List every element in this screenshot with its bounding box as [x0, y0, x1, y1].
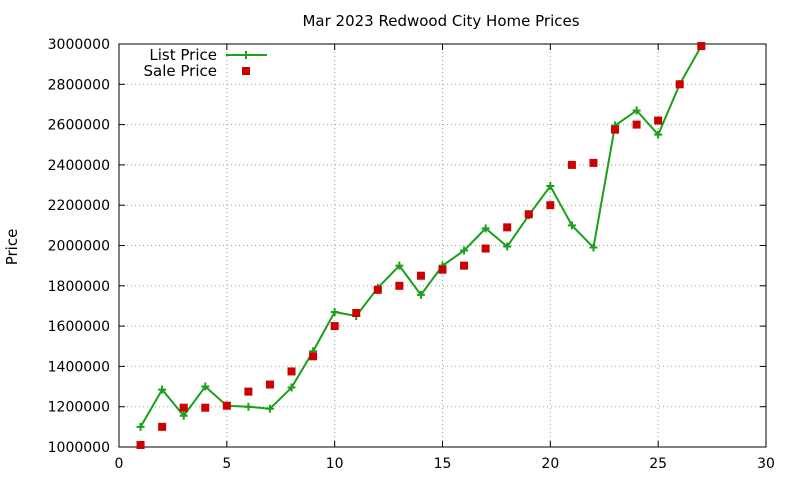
list-price-point: [330, 307, 339, 316]
x-tick-label: 5: [222, 456, 231, 472]
sale-price-point: [265, 380, 274, 389]
sale-price-point: [503, 223, 512, 232]
axis-ticks: 0 5 10 15 20 25 30 1000000 1200000 1400000 1600000…: [48, 37, 775, 472]
list-price-point: [546, 182, 555, 191]
list-price-point: [503, 242, 512, 251]
legend-label-list-price: List Price: [149, 46, 217, 64]
legend-swatch-sale-price: [242, 67, 250, 75]
series-layer: [136, 42, 706, 449]
sale-price-point: [589, 158, 598, 167]
x-tick-label: 30: [757, 456, 775, 472]
list-price-point: [632, 106, 641, 115]
sale-price-point: [244, 387, 253, 396]
sale-price-point: [136, 440, 145, 449]
sale-price-point: [567, 160, 576, 169]
series-list-price: [136, 42, 706, 431]
y-tick-label: 1000000: [48, 440, 110, 456]
sale-price-point: [395, 281, 404, 290]
list-price-point: [589, 243, 598, 252]
sale-price-point: [481, 244, 490, 253]
x-tick-label: 0: [115, 456, 124, 472]
sale-price-point: [201, 403, 210, 412]
sale-price-point: [352, 309, 361, 318]
list-price-point: [265, 404, 274, 413]
x-tick-label: 25: [649, 456, 667, 472]
sale-price-point: [416, 271, 425, 280]
sale-price-point: [309, 352, 318, 361]
legend-label-sale-price: Sale Price: [144, 62, 217, 80]
x-tick-label: 15: [434, 456, 452, 472]
list-price-line: [139, 45, 703, 428]
list-price-point: [158, 385, 167, 394]
sale-price-point: [438, 265, 447, 274]
chart-title: Mar 2023 Redwood City Home Prices: [302, 12, 579, 30]
sale-price-point: [524, 210, 533, 219]
sale-price-point: [373, 285, 382, 294]
sale-price-point: [158, 422, 167, 431]
list-price-point: [179, 411, 188, 420]
sale-price-point: [654, 116, 663, 125]
x-tick-label: 10: [326, 456, 344, 472]
y-tick-label: 2200000: [48, 198, 110, 214]
list-price-point: [287, 383, 296, 392]
sale-price-point: [675, 80, 684, 89]
list-price-point: [460, 246, 469, 255]
y-tick-label: 2800000: [48, 77, 110, 93]
sale-price-point: [697, 42, 706, 51]
legend-marker-list-price: [242, 51, 250, 59]
list-price-point: [201, 382, 210, 391]
y-tick-label: 2400000: [48, 158, 110, 174]
sale-price-point: [460, 261, 469, 270]
list-price-point: [654, 130, 663, 139]
list-price-point: [481, 224, 490, 233]
grid-lines: [119, 44, 766, 447]
sale-price-point: [179, 403, 188, 412]
list-price-point: [395, 261, 404, 270]
series-sale-price: [136, 42, 706, 449]
y-tick-label: 1600000: [48, 319, 110, 335]
list-price-point: [567, 221, 576, 230]
list-price-point: [416, 290, 425, 299]
sale-price-point: [287, 367, 296, 376]
plot-frame: [118, 43, 767, 448]
y-axis-label: Price: [3, 229, 21, 266]
y-tick-label: 2600000: [48, 118, 110, 134]
sale-price-point: [546, 201, 555, 210]
list-price-point: [136, 422, 145, 431]
y-tick-label: 1200000: [48, 400, 110, 416]
y-tick-label: 2000000: [48, 239, 110, 255]
list-price-point: [244, 402, 253, 411]
y-tick-label: 3000000: [48, 37, 110, 53]
sale-price-point: [611, 125, 620, 134]
sale-price-point: [632, 120, 641, 129]
y-tick-label: 1800000: [48, 279, 110, 295]
x-tick-label: 20: [541, 456, 559, 472]
sale-price-point: [330, 322, 339, 331]
sale-price-point: [222, 401, 231, 410]
y-tick-label: 1400000: [48, 359, 110, 375]
